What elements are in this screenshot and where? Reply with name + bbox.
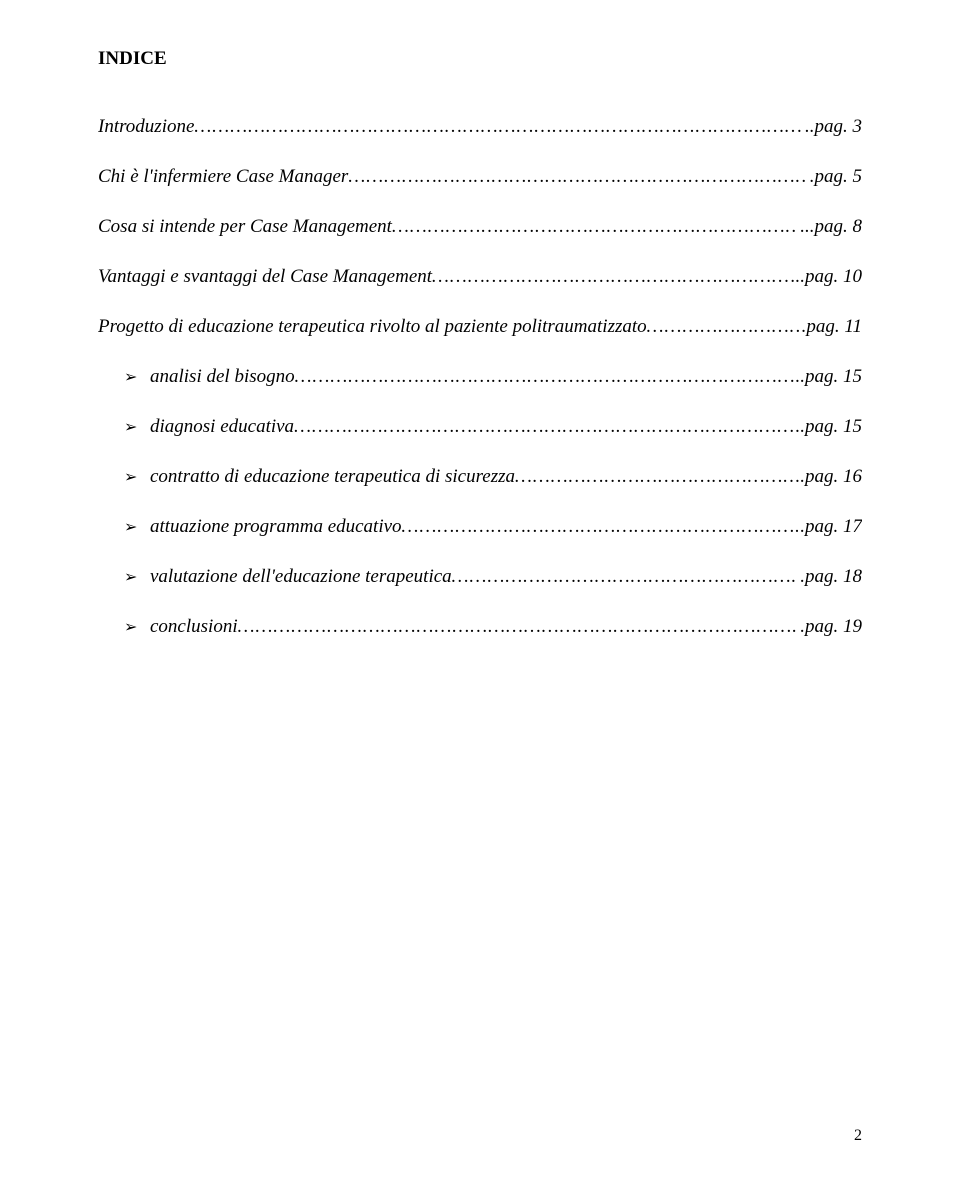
toc-sub-entry: ➢ diagnosi educativa ..pag. 15 [98,416,862,438]
leader-dots [194,116,803,138]
leader-dots [392,216,798,238]
toc-page-ref: .pag. 11 [800,316,862,338]
toc-page-ref: ..pag. 15 [794,366,863,388]
toc-entry: Progetto di educazione terapeutica rivol… [98,316,862,338]
toc-sub-label: attuazione programma educativo [150,516,402,538]
toc-page-ref: ..pag. 3 [803,116,862,138]
toc-label: Progetto di educazione terapeutica rivol… [98,316,647,338]
toc-label: Cosa si intende per Case Management [98,216,392,238]
toc-sub-entry: ➢ attuazione programma educativo .pag. 1… [98,516,862,538]
leader-dots [295,366,794,388]
toc-sub-entry: ➢ analisi del bisogno ..pag. 15 [98,366,862,388]
toc-entry: Chi è l'infermiere Case Manager .pag. 5 [98,166,862,188]
bullet-icon: ➢ [98,370,150,386]
toc-page-ref: ..pag. 15 [794,416,863,438]
leader-dots [647,316,800,338]
toc-page-ref: .pag. 17 [798,516,862,538]
toc-label: Introduzione [98,116,194,138]
toc-entry: Introduzione ..pag. 3 [98,116,862,138]
toc-page-ref: .pag. 5 [808,166,862,188]
toc-page-ref: ...pag. 8 [798,216,862,238]
toc-sub-label: analisi del bisogno [150,366,295,388]
toc-sub-label: contratto di educazione terapeutica di s… [150,466,515,488]
toc-label: Chi è l'infermiere Case Manager [98,166,348,188]
leader-dots [348,166,807,188]
leader-dots [294,416,793,438]
leader-dots [432,266,789,288]
page-heading: INDICE [98,48,862,70]
toc-page-ref: .pag. 18 [798,566,862,588]
bullet-icon: ➢ [98,570,150,586]
toc-label: Vantaggi e svantaggi del Case Management [98,266,432,288]
toc-page-ref: .pag. 19 [798,616,862,638]
toc-page-ref: ...pag. 10 [789,266,862,288]
bullet-icon: ➢ [98,520,150,536]
toc-entry: Vantaggi e svantaggi del Case Management… [98,266,862,288]
leader-dots [238,616,799,638]
toc-sublist: ➢ analisi del bisogno ..pag. 15 ➢ diagno… [98,366,862,638]
leader-dots [452,566,799,588]
toc-sub-label: diagnosi educativa [150,416,294,438]
bullet-icon: ➢ [98,470,150,486]
bullet-icon: ➢ [98,620,150,636]
toc-sub-label: conclusioni [150,616,238,638]
toc-sub-entry: ➢ contratto di educazione terapeutica di… [98,466,862,488]
page-number: 2 [854,1127,862,1145]
toc-sub-label: valutazione dell'educazione terapeutica [150,566,452,588]
bullet-icon: ➢ [98,420,150,436]
document-page: INDICE Introduzione ..pag. 3 Chi è l'inf… [0,0,960,1181]
toc-entry: Cosa si intende per Case Management ...p… [98,216,862,238]
toc-sub-entry: ➢ valutazione dell'educazione terapeutic… [98,566,862,588]
leader-dots [402,516,799,538]
toc-page-ref: ..pag. 16 [794,466,863,488]
leader-dots [515,466,794,488]
toc-sub-entry: ➢ conclusioni .pag. 19 [98,616,862,638]
